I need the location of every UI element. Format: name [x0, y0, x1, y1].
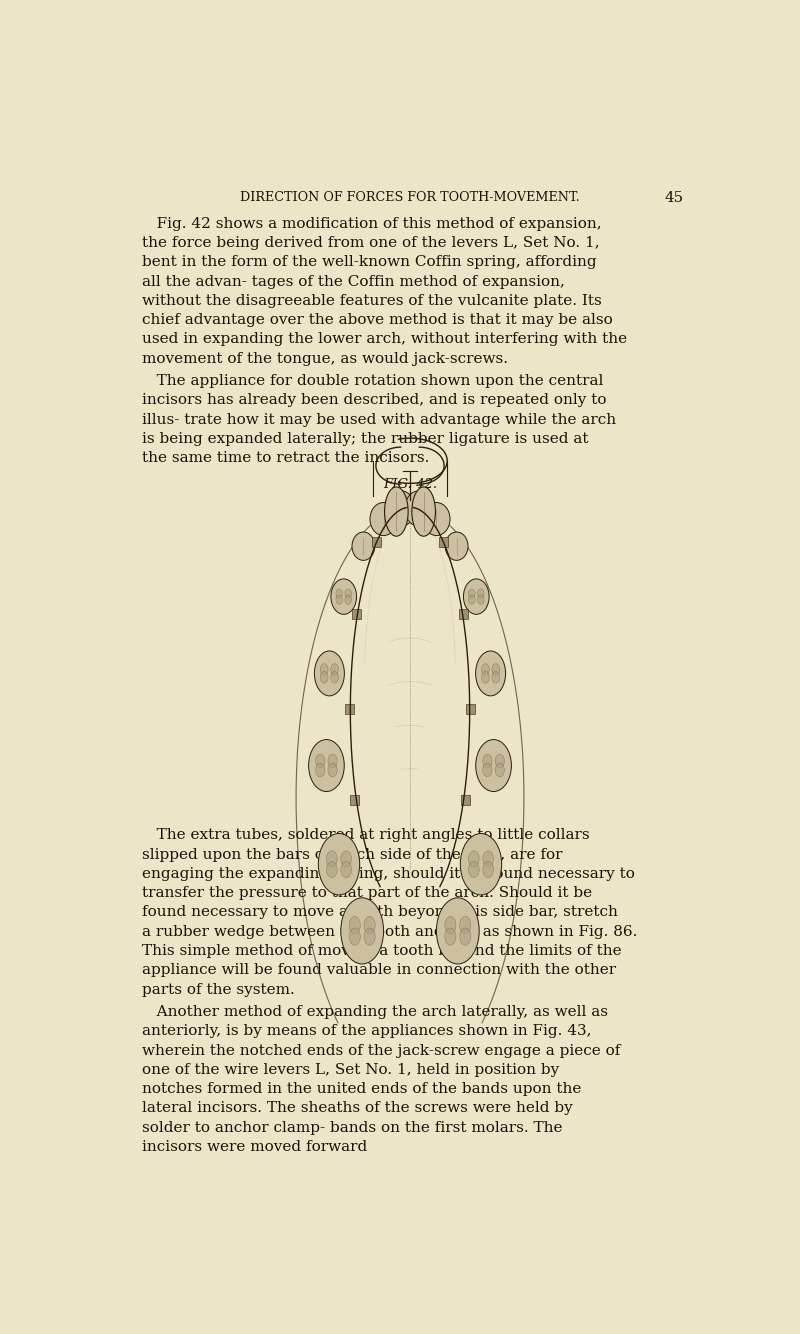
Text: lateral incisors. The sheaths of the screws were held by: lateral incisors. The sheaths of the scr…	[142, 1102, 573, 1115]
Ellipse shape	[460, 928, 471, 946]
Text: The appliance for double rotation shown upon the central: The appliance for double rotation shown …	[142, 374, 603, 388]
Text: Fig. 42 shows a modification of this method of expansion,: Fig. 42 shows a modification of this met…	[142, 216, 602, 231]
Ellipse shape	[460, 916, 471, 934]
Ellipse shape	[330, 671, 338, 683]
Ellipse shape	[492, 671, 500, 683]
Ellipse shape	[445, 532, 468, 560]
Ellipse shape	[482, 754, 492, 768]
Ellipse shape	[469, 851, 479, 867]
Text: used in expanding the lower arch, without interfering with the: used in expanding the lower arch, withou…	[142, 332, 627, 347]
Text: parts of the system.: parts of the system.	[142, 983, 295, 996]
Ellipse shape	[320, 663, 328, 675]
Ellipse shape	[341, 862, 351, 878]
Text: one of the wire levers L, Set No. 1, held in position by: one of the wire levers L, Set No. 1, hel…	[142, 1063, 559, 1077]
Ellipse shape	[370, 503, 397, 535]
Ellipse shape	[469, 588, 475, 598]
Ellipse shape	[345, 588, 351, 598]
Ellipse shape	[349, 916, 360, 934]
Ellipse shape	[423, 503, 450, 535]
Text: wherein the notched ends of the jack-screw engage a piece of: wherein the notched ends of the jack-scr…	[142, 1043, 621, 1058]
Ellipse shape	[336, 588, 342, 598]
Ellipse shape	[352, 532, 375, 560]
Ellipse shape	[330, 663, 338, 675]
Ellipse shape	[385, 487, 408, 536]
Ellipse shape	[315, 754, 325, 768]
Ellipse shape	[336, 595, 342, 604]
Ellipse shape	[445, 928, 456, 946]
Ellipse shape	[495, 763, 505, 776]
Text: incisors has already been described, and is repeated only to: incisors has already been described, and…	[142, 394, 606, 407]
Ellipse shape	[341, 851, 351, 867]
Ellipse shape	[463, 579, 489, 615]
Ellipse shape	[476, 651, 506, 696]
Ellipse shape	[364, 916, 375, 934]
Text: is being expanded laterally; the rubber ligature is used at: is being expanded laterally; the rubber …	[142, 432, 589, 446]
Ellipse shape	[345, 595, 351, 604]
Text: The extra tubes, soldered at right angles to little collars: The extra tubes, soldered at right angle…	[142, 828, 590, 842]
Ellipse shape	[314, 651, 344, 696]
Ellipse shape	[309, 739, 344, 791]
Ellipse shape	[328, 754, 338, 768]
Text: engaging the expanding spring, should it be found necessary to: engaging the expanding spring, should it…	[142, 867, 635, 880]
Text: transfer the pressure to that part of the arch. Should it be: transfer the pressure to that part of th…	[142, 886, 592, 900]
Ellipse shape	[482, 671, 490, 683]
Ellipse shape	[495, 754, 505, 768]
Ellipse shape	[326, 862, 338, 878]
Ellipse shape	[482, 663, 490, 675]
Text: DIRECTION OF FORCES FOR TOOTH-MOVEMENT.: DIRECTION OF FORCES FOR TOOTH-MOVEMENT.	[240, 191, 580, 204]
Ellipse shape	[341, 898, 383, 964]
Bar	[345, 704, 354, 714]
Text: solder to anchor clamp- bands on the first molars. The: solder to anchor clamp- bands on the fir…	[142, 1121, 562, 1135]
Ellipse shape	[364, 928, 375, 946]
Ellipse shape	[386, 491, 415, 526]
Ellipse shape	[328, 763, 338, 776]
Text: slipped upon the bars on each side of the arch, are for: slipped upon the bars on each side of th…	[142, 847, 562, 862]
Text: the force being derived from one of the levers L, Set No. 1,: the force being derived from one of the …	[142, 236, 600, 249]
Text: anteriorly, is by means of the appliances shown in Fig. 43,: anteriorly, is by means of the appliance…	[142, 1025, 592, 1038]
Text: bent in the form of the well-known Coffin spring, affording: bent in the form of the well-known Coffi…	[142, 255, 597, 269]
Ellipse shape	[412, 487, 435, 536]
Ellipse shape	[476, 739, 511, 791]
Text: This simple method of moving a tooth beyond the limits of the: This simple method of moving a tooth bey…	[142, 944, 622, 958]
Ellipse shape	[478, 595, 484, 604]
Ellipse shape	[482, 851, 494, 867]
Text: a rubber wedge between the tooth and bar, as shown in Fig. 86.: a rubber wedge between the tooth and bar…	[142, 924, 638, 939]
Text: 45: 45	[665, 191, 684, 205]
Text: illus- trate how it may be used with advantage while the arch: illus- trate how it may be used with adv…	[142, 412, 616, 427]
Text: notches formed in the united ends of the bands upon the: notches formed in the united ends of the…	[142, 1082, 582, 1097]
Ellipse shape	[326, 851, 338, 867]
Ellipse shape	[478, 588, 484, 598]
Text: incisors were moved forward: incisors were moved forward	[142, 1141, 367, 1154]
Ellipse shape	[331, 579, 357, 615]
Text: without the disagreeable features of the vulcanite plate. Its: without the disagreeable features of the…	[142, 293, 602, 308]
Bar	[461, 795, 470, 804]
Bar	[466, 704, 475, 714]
Ellipse shape	[437, 898, 479, 964]
Text: all the advan- tages of the Coffin method of expansion,: all the advan- tages of the Coffin metho…	[142, 275, 565, 288]
Text: Another method of expanding the arch laterally, as well as: Another method of expanding the arch lat…	[142, 1005, 608, 1019]
Bar	[459, 610, 467, 619]
Ellipse shape	[492, 663, 500, 675]
Text: appliance will be found valuable in connection with the other: appliance will be found valuable in conn…	[142, 963, 616, 978]
Ellipse shape	[320, 671, 328, 683]
Bar	[372, 536, 381, 547]
Ellipse shape	[482, 763, 492, 776]
Ellipse shape	[318, 834, 360, 895]
Ellipse shape	[469, 862, 479, 878]
Ellipse shape	[482, 862, 494, 878]
Text: chief advantage over the above method is that it may be also: chief advantage over the above method is…	[142, 313, 613, 327]
Text: the same time to retract the incisors.: the same time to retract the incisors.	[142, 451, 430, 466]
Ellipse shape	[445, 916, 456, 934]
Bar	[439, 536, 448, 547]
Ellipse shape	[405, 491, 434, 526]
Ellipse shape	[460, 834, 502, 895]
Ellipse shape	[349, 928, 360, 946]
Text: movement of the tongue, as would jack-screws.: movement of the tongue, as would jack-sc…	[142, 352, 508, 366]
Text: FIG. 42.: FIG. 42.	[383, 478, 437, 491]
Bar	[350, 795, 359, 804]
Text: found necessary to move a tooth beyond this side bar, stretch: found necessary to move a tooth beyond t…	[142, 906, 618, 919]
Ellipse shape	[469, 595, 475, 604]
Bar	[353, 610, 361, 619]
Ellipse shape	[315, 763, 325, 776]
